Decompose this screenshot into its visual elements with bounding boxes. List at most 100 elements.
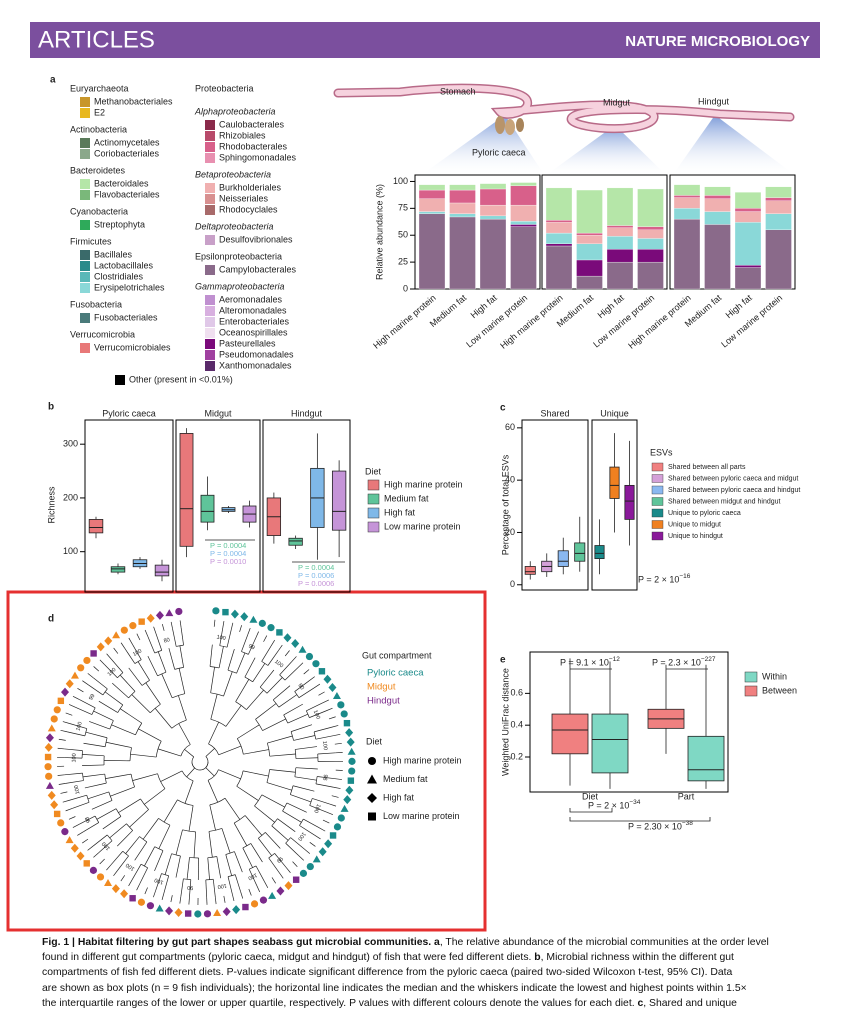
legend-item: Between: [762, 685, 797, 695]
branch: [231, 894, 235, 901]
branch: [144, 788, 166, 805]
y-tick-label: 60: [505, 422, 515, 432]
bar-segment: [510, 224, 537, 227]
bootstrap-label: 100: [247, 871, 258, 880]
branch: [315, 735, 334, 740]
branch: [105, 741, 132, 748]
branch-arc: [207, 856, 217, 859]
branch: [230, 622, 234, 630]
branch: [214, 897, 217, 905]
branch: [227, 649, 235, 671]
branch: [263, 635, 268, 642]
legend-item: Xanthomonadales: [219, 360, 292, 370]
branch: [93, 666, 100, 672]
exponent: −38: [682, 820, 693, 827]
branch: [213, 619, 216, 627]
tip: [155, 904, 164, 912]
branch: [207, 857, 210, 880]
branch: [119, 674, 136, 692]
branch: [58, 783, 66, 785]
bar-segment: [704, 211, 731, 225]
caption-line: the interquartile ranges of the lower or…: [42, 996, 832, 1011]
exponent: −12: [609, 656, 620, 663]
tip: [45, 772, 53, 780]
tip: [120, 889, 129, 899]
branch: [82, 838, 89, 844]
tip: [77, 664, 85, 672]
tip: [65, 836, 74, 844]
tip: [329, 832, 337, 839]
branch-arc: [209, 797, 226, 806]
tip: [276, 886, 285, 896]
legend-item: Rhodobacterales: [219, 141, 288, 151]
branch: [261, 794, 285, 808]
branch: [219, 627, 224, 646]
legend-swatch: [80, 138, 90, 148]
box: [110, 566, 126, 573]
bootstrap-label: 100: [216, 634, 226, 641]
box: [524, 566, 536, 575]
branch: [157, 748, 182, 757]
y-tick-label: 75: [398, 203, 408, 213]
bar-segment: [545, 243, 573, 247]
branch: [308, 676, 315, 682]
cone: [420, 115, 545, 176]
x-tick-label: Diet: [582, 791, 599, 801]
branch: [333, 786, 341, 789]
legend-item: Rhizobiales: [219, 130, 266, 140]
branch: [164, 853, 172, 875]
caption-text: , Microbial richness within the differen…: [540, 952, 734, 964]
branch: [160, 770, 183, 782]
bootstrap-label: 90: [187, 884, 194, 890]
branch: [292, 861, 298, 868]
bar-segment: [418, 198, 446, 212]
legend-swatch: [367, 521, 380, 533]
branch: [306, 702, 323, 712]
legend-item: Other (present in <0.01%): [129, 374, 233, 384]
caption-bold: c: [637, 997, 644, 1009]
branch: [144, 629, 149, 637]
plot-frame: [529, 651, 729, 793]
branch: [153, 626, 157, 634]
bar-segment: [479, 204, 507, 217]
bootstrap-label: 100: [321, 741, 328, 751]
bar-segment: [637, 188, 664, 227]
branch: [136, 883, 141, 891]
tip: [333, 823, 342, 831]
branch-arc: [86, 795, 90, 803]
bar-segment: [576, 189, 603, 234]
legend-item: Rhodocyclales: [219, 204, 278, 214]
branch: [128, 637, 133, 645]
tip: [61, 687, 70, 697]
branch: [142, 818, 159, 840]
bar-segment: [510, 221, 537, 225]
branch: [186, 857, 190, 880]
bootstrap-label: 100: [75, 721, 83, 732]
branch: [92, 834, 108, 847]
bootstrap-label: 98: [84, 815, 92, 823]
branch: [179, 620, 182, 628]
bar-segment: [734, 222, 762, 266]
bar-segment: [637, 238, 664, 250]
tip: [61, 828, 69, 836]
branch: [189, 879, 192, 898]
legend-item: Verrucomicrobiales: [94, 342, 171, 352]
branch: [93, 710, 114, 721]
legend-group: Deltaproteobacteria: [195, 221, 274, 231]
caption-text: the interquartile ranges of the lower or…: [42, 997, 638, 1009]
tip: [155, 610, 164, 620]
legend-title: Gut compartment: [362, 650, 432, 660]
tip: [249, 615, 258, 623]
legend-item: Bacteroidales: [94, 178, 149, 188]
branch: [154, 708, 173, 729]
legend-item: Low marine protein: [383, 811, 460, 821]
branch: [209, 644, 213, 667]
legend-item: Methanobacteriales: [94, 96, 173, 106]
tip: [45, 781, 54, 789]
branch: [104, 664, 118, 678]
tip: [175, 607, 183, 616]
branch: [72, 801, 90, 809]
branch: [255, 865, 265, 882]
legend-swatch: [651, 485, 664, 495]
legend-swatch: [80, 220, 90, 230]
